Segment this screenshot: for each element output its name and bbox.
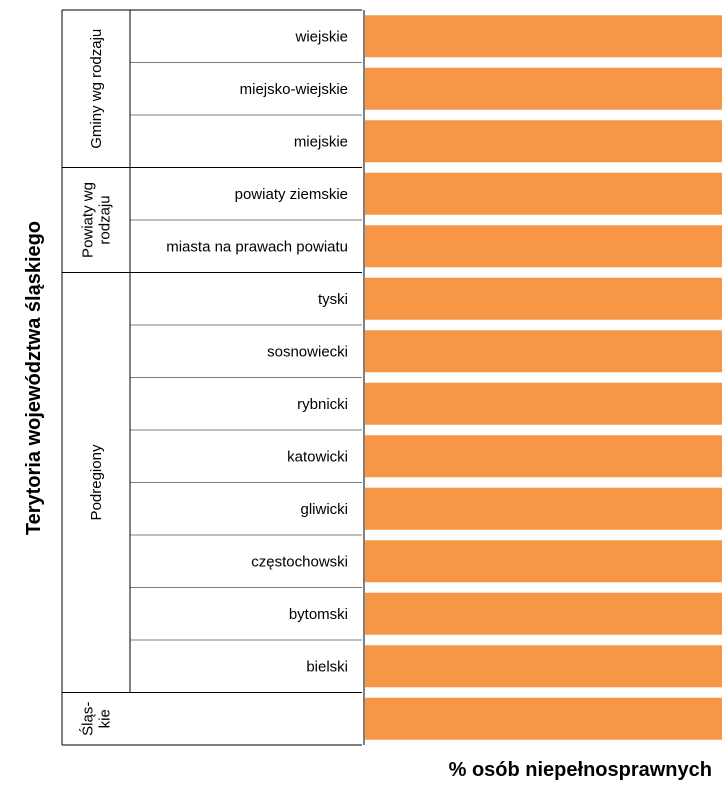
bar [365,592,722,635]
bar [365,277,722,320]
category-label: sosnowiecki [267,343,348,360]
bar [365,382,722,425]
category-label: bytomski [289,606,348,623]
category-label: miejskie [294,133,348,150]
group-labels: Gminy wg rodzaju Powiaty wgrodzaju Podregi… [79,29,114,736]
bar [365,697,722,740]
bar [365,330,722,373]
group-label-line: Podregiony [88,444,105,520]
bar [365,172,722,215]
group-label-line: Śląs- [79,702,97,736]
group-label: Podregiony [88,444,105,520]
category-label: miejsko-wiejskie [240,81,348,98]
bar [365,120,722,163]
category-label: rybnicki [297,396,348,413]
group-label: Powiaty wgrodzaju [80,182,114,258]
bar [365,15,722,58]
y-axis-label: Terytoria województwa śląskiego [23,221,45,535]
x-axis-label: % osób niepełnosprawnych [449,759,712,781]
group-label-line: kie [97,709,114,728]
group-label-line: Powiaty wg [80,182,97,258]
category-label: częstochowski [251,553,348,570]
group-label: Śląs-kie [79,702,114,736]
group-label-line: rodzaju [97,195,114,244]
category-label: wiejskie [294,28,348,45]
category-label: miasta na prawach powiatu [166,238,348,255]
bar [365,645,722,688]
bar [365,487,722,530]
group-label: Gminy wg rodzaju [88,29,105,149]
bars [365,15,722,740]
category-labels: wiejskie miejsko-wiejskie miejskie powiaty … [166,28,348,675]
category-label: katowicki [287,448,348,465]
bar [365,435,722,478]
bar [365,67,722,110]
group-label-line: Gminy wg rodzaju [88,29,105,149]
category-grid [61,9,365,746]
category-label: bielski [306,658,348,675]
category-label: powiaty ziemskie [235,186,348,203]
bar [365,540,722,583]
category-label: gliwicki [300,501,348,518]
category-label: tyski [318,291,348,308]
bar [365,225,722,268]
